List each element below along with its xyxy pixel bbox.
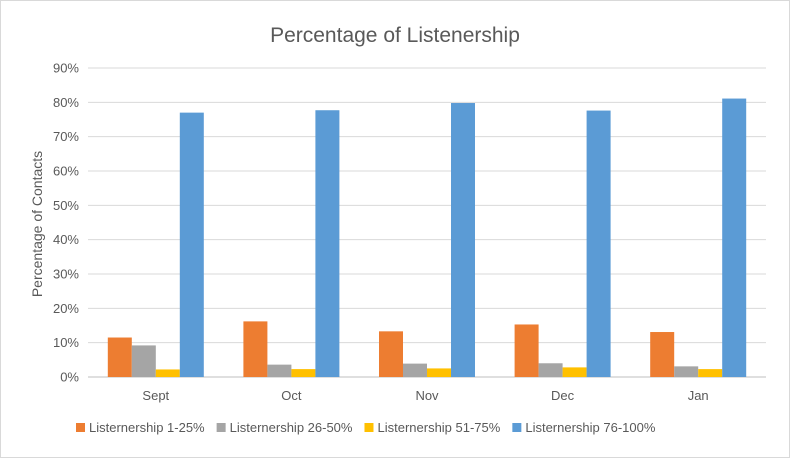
bar-dec-series-1: [514, 324, 539, 377]
bar-dec-series-4: [586, 110, 611, 377]
bar-jan-series-2: [674, 366, 699, 377]
x-axis-ticks: Sept Oct Nov Dec Jan: [142, 388, 708, 403]
legend-label: Listernership 51-75%: [377, 420, 500, 435]
chart-title: Percentage of Listenership: [270, 24, 520, 47]
bar-oct-series-4: [315, 110, 340, 377]
x-tick-label: Jan: [688, 388, 709, 403]
y-tick-label: 30%: [53, 267, 79, 282]
legend-swatch: [76, 423, 85, 432]
x-tick-label: Oct: [281, 388, 302, 403]
legend-swatch: [216, 423, 226, 432]
y-tick-label: 90%: [53, 61, 79, 76]
bar-oct-series-3: [291, 369, 316, 377]
y-tick-label: 40%: [53, 232, 79, 247]
y-axis-ticks: 0% 10% 20% 30% 40% 50% 60% 70% 80% 90%: [53, 61, 79, 385]
y-tick-label: 60%: [53, 164, 79, 179]
x-tick-label: Sept: [142, 388, 169, 403]
bar-dec-series-3: [562, 367, 587, 377]
bar-sept-series-1: [107, 337, 132, 377]
bar-jan-series-1: [650, 332, 675, 377]
bar-sept-series-3: [155, 369, 180, 377]
y-tick-label: 0%: [60, 370, 79, 385]
legend-label: Listernership 1-25%: [89, 420, 205, 435]
y-tick-label: 70%: [53, 129, 79, 144]
bars: [107, 98, 747, 378]
bar-oct-series-2: [267, 364, 292, 377]
y-tick-label: 50%: [53, 198, 79, 213]
x-tick-label: Nov: [415, 388, 439, 403]
y-axis-label: Percentage of Contacts: [29, 151, 45, 297]
y-tick-label: 80%: [53, 95, 79, 110]
legend-label: Listernership 26-50%: [230, 420, 353, 435]
bar-sept-series-4: [179, 112, 204, 377]
bar-nov-series-4: [451, 103, 475, 378]
y-tick-label: 10%: [53, 335, 79, 350]
x-tick-label: Dec: [551, 388, 575, 403]
bar-nov-series-1: [379, 331, 403, 377]
bar-jan-series-4: [722, 98, 747, 377]
legend-swatch: [364, 423, 374, 432]
bar-sept-series-2: [131, 345, 156, 377]
bar-oct-series-1: [243, 321, 268, 377]
legend-swatch: [512, 423, 522, 432]
bar-nov-series-3: [427, 368, 451, 377]
bar-nov-series-2: [403, 363, 427, 377]
legend: Listernership 1-25% Listernership 26-50% L…: [76, 420, 656, 435]
bar-jan-series-3: [698, 369, 723, 377]
bar-dec-series-2: [538, 363, 563, 377]
legend-label: Listernership 76-100%: [525, 420, 656, 435]
y-tick-label: 20%: [53, 301, 79, 316]
